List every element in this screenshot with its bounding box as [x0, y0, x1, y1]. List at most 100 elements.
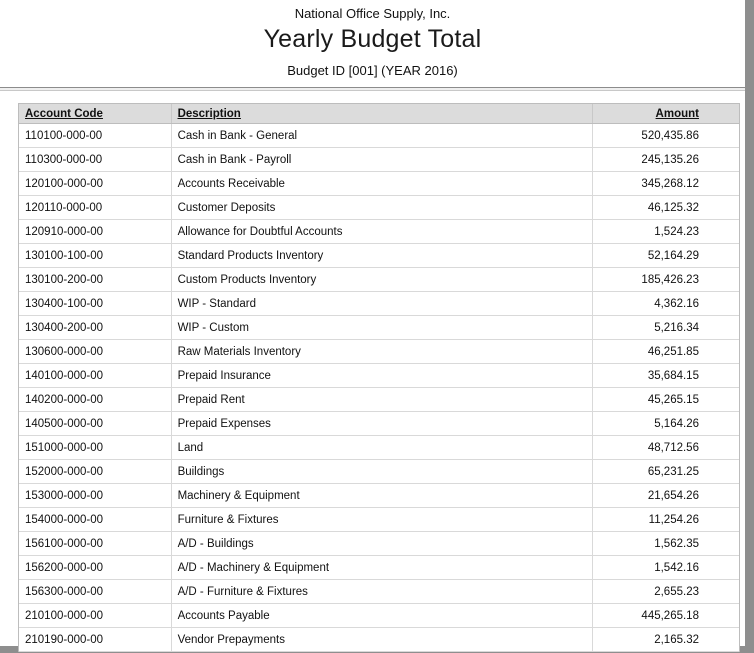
- cell-account-code: 210190-000-00: [25, 633, 104, 646]
- table-row: 140100-000-00 Prepaid Insurance 35,684.15: [19, 364, 739, 388]
- table-row: 130100-200-00 Custom Products Inventory 18…: [19, 268, 739, 292]
- cell-amount: 45,265.15: [647, 393, 699, 406]
- cell-description: Cash in Bank - General: [170, 124, 594, 147]
- cell-account-code: 130400-100-00: [25, 297, 104, 310]
- cell-account-code: 130100-100-00: [25, 249, 104, 262]
- cell-account-code: 110100-000-00: [25, 129, 103, 142]
- cell-description: Vendor Prepayments: [170, 628, 594, 651]
- cell-account-code: 110300-000-00: [25, 153, 103, 166]
- table-row: 153000-000-00 Machinery & Equipment 21,654…: [19, 484, 739, 508]
- cell-amount: 65,231.25: [647, 465, 699, 478]
- table-row: 120910-000-00 Allowance for Doubtful Acco…: [19, 220, 739, 244]
- cell-description: A/D - Machinery & Equipment: [170, 556, 594, 579]
- cell-description: Accounts Receivable: [170, 172, 594, 195]
- cell-amount: 46,125.32: [647, 201, 699, 214]
- cell-amount: 1,542.16: [654, 561, 699, 574]
- cell-description: Standard Products Inventory: [170, 244, 594, 267]
- table-row: 140200-000-00 Prepaid Rent 45,265.15: [19, 388, 739, 412]
- cell-description: WIP - Custom: [170, 316, 594, 339]
- table-row: 120110-000-00 Customer Deposits 46,125.32: [19, 196, 739, 220]
- cell-amount: 11,254.26: [648, 513, 699, 526]
- cell-account-code: 153000-000-00: [25, 489, 104, 502]
- cell-amount: 35,684.15: [647, 369, 699, 382]
- budget-table: Account Code Description Amount 110100-0…: [18, 103, 740, 652]
- cell-account-code: 151000-000-00: [25, 441, 104, 454]
- cell-amount: 2,655.23: [654, 585, 699, 598]
- cell-account-code: 156300-000-00: [25, 585, 104, 598]
- table-row: 110100-000-00 Cash in Bank - General 520,4…: [19, 124, 739, 148]
- cell-description: A/D - Buildings: [170, 532, 594, 555]
- cell-account-code: 156200-000-00: [25, 561, 104, 574]
- cell-account-code: 130600-000-00: [25, 345, 104, 358]
- cell-description: Machinery & Equipment: [170, 484, 594, 507]
- cell-amount: 345,268.12: [641, 177, 699, 190]
- cell-amount: 245,135.26: [641, 153, 699, 166]
- column-header-account-code: Account Code: [25, 107, 103, 120]
- cell-account-code: 140500-000-00: [25, 417, 104, 430]
- cell-amount: 52,164.29: [647, 249, 699, 262]
- column-header-description-label: Description: [177, 107, 241, 120]
- cell-account-code: 152000-000-00: [25, 465, 104, 478]
- cell-account-code: 156100-000-00: [25, 537, 104, 550]
- table-row: 130100-100-00 Standard Products Inventory…: [19, 244, 739, 268]
- cell-description: Furniture & Fixtures: [170, 508, 594, 531]
- cell-account-code: 130100-200-00: [25, 273, 104, 286]
- cell-description: Cash in Bank - Payroll: [170, 148, 594, 171]
- table-row: 130400-200-00 WIP - Custom 5,216.34: [19, 316, 739, 340]
- cell-amount: 21,654.26: [647, 489, 699, 502]
- cell-description: A/D - Furniture & Fixtures: [170, 580, 594, 603]
- table-row: 120100-000-00 Accounts Receivable 345,268.…: [19, 172, 739, 196]
- cell-description: Custom Products Inventory: [170, 268, 594, 291]
- table-row: 130400-100-00 WIP - Standard 4,362.16: [19, 292, 739, 316]
- company-name: National Office Supply, Inc.: [294, 6, 451, 21]
- cell-description: WIP - Standard: [170, 292, 594, 315]
- cell-amount: 46,251.85: [647, 345, 699, 358]
- cell-amount: 520,435.86: [641, 129, 699, 142]
- table-row: 210100-000-00 Accounts Payable 445,265.18: [19, 604, 739, 628]
- cell-account-code: 154000-000-00: [25, 513, 104, 526]
- table-row: 156300-000-00 A/D - Furniture & Fixtures 2…: [19, 580, 739, 604]
- cell-account-code: 140200-000-00: [25, 393, 104, 406]
- table-row: 154000-000-00 Furniture & Fixtures 11,254.…: [19, 508, 739, 532]
- cell-description: Raw Materials Inventory: [170, 340, 594, 363]
- column-header-amount: Amount: [655, 107, 699, 120]
- cell-amount: 1,562.35: [654, 537, 699, 550]
- cell-amount: 185,426.23: [641, 273, 699, 286]
- cell-account-code: 140100-000-00: [25, 369, 104, 382]
- table-row: 151000-000-00 Land 48,712.56: [19, 436, 739, 460]
- column-header-description: Description: [170, 104, 594, 123]
- cell-account-code: 120100-000-00: [25, 177, 104, 190]
- table-row: 140500-000-00 Prepaid Expenses 5,164.26: [19, 412, 739, 436]
- cell-description: Allowance for Doubtful Accounts: [170, 220, 594, 243]
- cell-amount: 445,265.18: [641, 609, 699, 622]
- cell-account-code: 130400-200-00: [25, 321, 104, 334]
- header-divider: [0, 87, 745, 91]
- cell-amount: 5,216.34: [654, 321, 699, 334]
- cell-description: Prepaid Insurance: [170, 364, 594, 387]
- cell-account-code: 120910-000-00: [25, 225, 104, 238]
- cell-amount: 4,362.16: [654, 297, 699, 310]
- table-row: 152000-000-00 Buildings 65,231.25: [19, 460, 739, 484]
- cell-description: Prepaid Rent: [170, 388, 594, 411]
- report-subtitle: Budget ID [001] (YEAR 2016): [287, 63, 458, 78]
- cell-amount: 1,524.23: [654, 225, 699, 238]
- cell-description: Accounts Payable: [170, 604, 594, 627]
- table-row: 210190-000-00 Vendor Prepayments 2,165.32: [19, 628, 739, 652]
- table-row: 130600-000-00 Raw Materials Inventory 46,2…: [19, 340, 739, 364]
- report-title: Yearly Budget Total: [263, 25, 482, 53]
- cell-amount: 2,165.32: [654, 633, 699, 646]
- cell-account-code: 120110-000-00: [25, 201, 103, 214]
- table-header-row: Account Code Description Amount: [19, 104, 739, 124]
- cell-description: Land: [170, 436, 594, 459]
- cell-description: Buildings: [170, 460, 594, 483]
- cell-amount: 48,712.56: [647, 441, 699, 454]
- cell-description: Customer Deposits: [170, 196, 594, 219]
- cell-account-code: 210100-000-00: [25, 609, 104, 622]
- report-header: National Office Supply, Inc. Yearly Budg…: [0, 0, 745, 78]
- table-row: 156100-000-00 A/D - Buildings 1,562.35: [19, 532, 739, 556]
- table-row: 110300-000-00 Cash in Bank - Payroll 245,1…: [19, 148, 739, 172]
- table-row: 156200-000-00 A/D - Machinery & Equipment…: [19, 556, 739, 580]
- table-body: 110100-000-00 Cash in Bank - General 520,4…: [19, 124, 739, 652]
- cell-amount: 5,164.26: [654, 417, 699, 430]
